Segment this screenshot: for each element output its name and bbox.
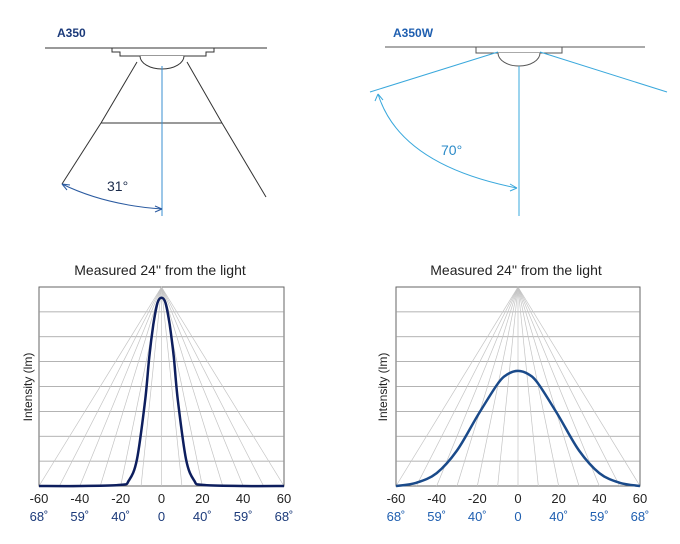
x-tick-label: 20 <box>195 491 209 506</box>
angle-tick-label: 68˚ <box>275 509 294 524</box>
angle-ray <box>517 286 641 487</box>
angle-ray <box>59 286 162 487</box>
angle-tick-label: 40˚ <box>111 509 130 524</box>
a350w-arc-arrowhead-bottom <box>509 183 518 192</box>
angle-ray <box>38 286 162 487</box>
angle-tick-label: 40˚ <box>549 509 568 524</box>
angle-ray <box>161 286 285 487</box>
angle-tick-label: 68˚ <box>30 509 49 524</box>
angle-ray <box>436 286 519 487</box>
x-tick-label: 40 <box>236 491 250 506</box>
a350-model-label: A350 <box>57 26 86 40</box>
angle-tick-label: 0 <box>514 509 521 524</box>
x-tick-label: -40 <box>427 491 446 506</box>
angle-ray <box>456 286 519 487</box>
angle-ray <box>476 286 519 487</box>
x-tick-label: 0 <box>514 491 521 506</box>
angle-rays <box>38 286 285 487</box>
angle-ray <box>161 286 183 487</box>
chart-panel-a350w: Measured 24" from the light Intensity (l… <box>376 262 649 524</box>
angle-ray <box>140 286 162 487</box>
a350w-angle-arc <box>377 93 518 189</box>
x-tick-label: -40 <box>70 491 89 506</box>
angle-ray <box>517 286 539 487</box>
intensity-curve <box>395 369 641 488</box>
angle-ray <box>517 286 620 487</box>
angle-rays <box>395 286 641 487</box>
y-axis-label: Intensity (lm) <box>21 353 35 422</box>
chart-panel-a350: Measured 24" from the light Intensity (l… <box>21 262 293 524</box>
angle-ray <box>395 286 519 487</box>
angle-ray <box>161 286 244 487</box>
angle-tick-labels: 68˚ 59˚ 40˚ 0 40˚ 59˚ 68˚ <box>30 509 294 524</box>
angle-tick-label: 59˚ <box>234 509 253 524</box>
a350-left-beam-edge <box>61 122 102 185</box>
angle-ray <box>99 286 162 487</box>
angle-tick-label: 59˚ <box>70 509 89 524</box>
angle-tick-labels: 68˚ 59˚ 40˚ 0 40˚ 59˚ 68˚ <box>387 509 650 524</box>
x-tick-labels: -60 -40 -20 0 20 40 60 <box>387 491 648 506</box>
angle-ray <box>517 286 600 487</box>
x-tick-label: -20 <box>111 491 130 506</box>
x-tick-label: -20 <box>468 491 487 506</box>
a350w-housing-flange <box>475 47 563 54</box>
angle-ray <box>416 286 519 487</box>
a350w-lens-dome <box>497 52 541 67</box>
a350w-mount-diagram: A350W 70° <box>369 26 668 216</box>
x-tick-labels: -60 -40 -20 0 20 40 60 <box>30 491 292 506</box>
angle-ray <box>161 286 264 487</box>
panel-title: Measured 24" from the light <box>74 262 246 278</box>
angle-tick-label: 68˚ <box>631 509 650 524</box>
a350-housing-flange <box>111 48 215 57</box>
x-tick-label: 20 <box>551 491 565 506</box>
a350-arc-arrowhead-right <box>154 205 163 213</box>
a350w-model-label: A350W <box>393 26 434 40</box>
intensity-curve <box>38 296 285 488</box>
x-tick-label: -60 <box>30 491 49 506</box>
angle-ray <box>161 286 224 487</box>
x-tick-label: 40 <box>592 491 606 506</box>
angle-tick-label: 59˚ <box>427 509 446 524</box>
x-tick-label: 60 <box>277 491 291 506</box>
angle-tick-label: 0 <box>158 509 165 524</box>
angle-tick-label: 40˚ <box>193 509 212 524</box>
a350-mount-diagram: A350 31° <box>45 26 267 216</box>
angle-ray <box>517 286 560 487</box>
angle-tick-label: 40˚ <box>468 509 487 524</box>
angle-tick-label: 59˚ <box>590 509 609 524</box>
a350-right-beam-edge <box>221 122 267 198</box>
angle-ray <box>79 286 162 487</box>
a350-beam-angle-label: 31° <box>107 178 128 194</box>
a350-angle-arc <box>61 183 163 210</box>
a350w-arc-arrowhead-top <box>374 93 384 102</box>
a350w-right-beam-edge <box>539 51 668 93</box>
panel-title: Measured 24" from the light <box>430 262 602 278</box>
angle-tick-label: 68˚ <box>387 509 406 524</box>
angle-ray <box>517 286 580 487</box>
x-tick-label: 0 <box>158 491 165 506</box>
y-axis-label: Intensity (lm) <box>376 353 390 422</box>
x-tick-label: -60 <box>387 491 406 506</box>
a350w-left-beam-edge <box>369 51 499 93</box>
a350w-beam-angle-label: 70° <box>441 142 462 158</box>
a350-arc-arrowhead-left <box>61 183 71 191</box>
angle-ray <box>497 286 519 487</box>
x-tick-label: 60 <box>633 491 647 506</box>
